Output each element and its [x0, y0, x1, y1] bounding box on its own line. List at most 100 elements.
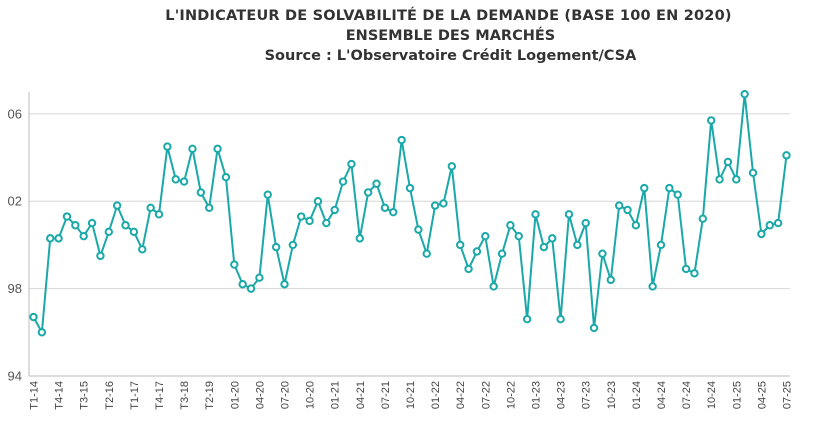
data-point: [221, 173, 231, 182]
data-point: [556, 315, 565, 324]
data-point: [171, 175, 180, 184]
data-point: [37, 328, 47, 337]
data-point: [71, 221, 80, 230]
data-point: [681, 264, 691, 274]
data-point: [389, 207, 398, 217]
x-tick-label: 01-24: [631, 381, 643, 409]
data-point: [112, 201, 122, 210]
series-points: [29, 89, 791, 337]
chart-title-block: L'INDICATEUR DE SOLVABILITÉ DE LA DEMAND…: [0, 6, 831, 66]
x-tick-label: T2-16: [104, 381, 116, 410]
data-point: [129, 227, 139, 237]
data-point: [255, 273, 264, 282]
data-point: [439, 199, 448, 208]
x-tick-label: 07-21: [380, 381, 392, 409]
data-point: [598, 249, 607, 258]
data-point: [715, 175, 724, 184]
data-point: [146, 203, 155, 212]
x-tick-label: 10-24: [706, 381, 718, 409]
data-point: [288, 240, 298, 250]
data-point: [355, 234, 364, 243]
x-tick-label: 04-25: [756, 381, 768, 409]
x-tick-label: T4-14: [54, 381, 66, 410]
data-point: [531, 210, 540, 219]
data-point: [96, 251, 105, 261]
data-point: [297, 212, 306, 221]
data-point: [481, 231, 490, 241]
y-tick-label: 98: [8, 281, 22, 296]
x-tick-label: 10-21: [405, 381, 417, 409]
x-tick-label: 01-22: [430, 381, 442, 409]
data-point: [723, 157, 733, 167]
data-point: [363, 188, 373, 197]
x-tick-label: 01-21: [330, 381, 342, 409]
data-point: [154, 210, 164, 219]
data-point: [246, 284, 256, 293]
data-point: [782, 151, 791, 160]
data-point: [414, 225, 423, 234]
x-tick-label: 04-22: [455, 381, 467, 409]
data-point: [79, 231, 88, 241]
data-point: [757, 229, 766, 239]
x-tick-label: 04-24: [656, 381, 668, 409]
data-point: [330, 205, 339, 215]
data-point: [238, 280, 247, 289]
data-point: [29, 312, 38, 322]
data-point: [698, 214, 708, 223]
data-point: [564, 210, 574, 219]
data-point: [205, 203, 214, 212]
x-tick-label: T3-18: [179, 381, 191, 410]
data-point: [740, 89, 749, 99]
data-point: [179, 177, 189, 186]
data-point: [631, 221, 641, 230]
data-point: [623, 205, 632, 215]
x-tick-label: 01-20: [229, 381, 241, 409]
data-point: [313, 197, 323, 206]
data-point: [271, 242, 281, 252]
data-point: [87, 218, 97, 228]
data-point: [322, 218, 331, 228]
data-point: [196, 188, 206, 197]
x-tick-label: 10-22: [505, 381, 517, 409]
data-point: [447, 162, 457, 171]
data-point: [163, 142, 172, 151]
data-point: [673, 190, 682, 199]
data-point: [707, 116, 716, 125]
data-point: [430, 201, 440, 210]
data-point: [514, 231, 523, 241]
data-point: [380, 203, 390, 212]
x-tick-label: 07-20: [280, 381, 292, 409]
data-point: [506, 221, 515, 230]
chart-title: L'INDICATEUR DE SOLVABILITÉ DE LA DEMAND…: [165, 8, 732, 24]
data-point: [338, 177, 348, 186]
x-tick-label: T3-15: [79, 381, 91, 410]
data-point: [347, 159, 356, 169]
chart-subtitle: ENSEMBLE DES MARCHÉS: [345, 28, 556, 44]
data-point: [121, 221, 130, 230]
axes: [28, 92, 790, 377]
x-tick-label: 07-24: [681, 381, 693, 409]
x-tick-label: 04-21: [355, 381, 367, 409]
x-tick-label: T1-14: [29, 381, 41, 410]
data-point: [422, 249, 431, 258]
data-point: [405, 183, 415, 193]
y-tick-label: 06: [8, 106, 22, 121]
data-point: [230, 260, 239, 269]
data-point: [54, 234, 63, 243]
data-point: [464, 264, 473, 274]
x-axis-ticks: T1-14 T4-14 T3-15 T2-16 T1-17 T4-17 T3-18 T2-19…: [29, 381, 794, 410]
data-point: [690, 269, 699, 278]
data-point: [263, 190, 272, 199]
data-point: [280, 280, 289, 289]
data-point: [489, 282, 498, 291]
data-point: [589, 323, 599, 333]
x-tick-label: 01-23: [531, 381, 543, 409]
series-line: [32, 94, 788, 336]
x-tick-label: T4-17: [154, 381, 166, 410]
x-tick-label: 04-23: [556, 381, 568, 409]
data-point: [656, 240, 666, 250]
data-point: [305, 216, 314, 226]
data-point: [497, 249, 507, 258]
data-point: [539, 242, 549, 252]
